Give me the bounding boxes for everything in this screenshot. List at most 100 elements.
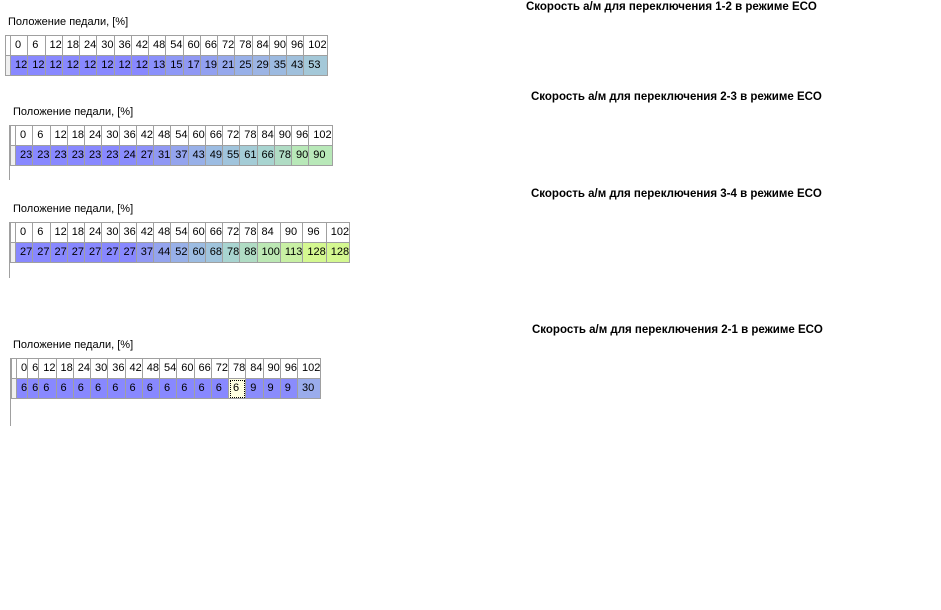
column-header-cell[interactable]: 54 bbox=[165, 35, 184, 56]
value-cell[interactable]: 6 bbox=[141, 378, 161, 399]
value-cell[interactable]: 23 bbox=[101, 145, 120, 166]
value-cell[interactable]: 44 bbox=[152, 242, 172, 263]
value-cell[interactable]: 31 bbox=[152, 145, 172, 166]
value-cell[interactable]: 27 bbox=[66, 242, 86, 263]
column-header-cell[interactable]: 0 bbox=[15, 358, 29, 379]
column-header-cell[interactable]: 84 bbox=[251, 35, 270, 56]
value-cell[interactable]: 78 bbox=[221, 242, 241, 263]
value-cell[interactable]: 6 bbox=[89, 378, 109, 399]
column-header-cell[interactable]: 66 bbox=[204, 222, 224, 243]
value-cell[interactable]: 6 bbox=[227, 378, 247, 399]
column-header-cell[interactable]: 12 bbox=[38, 358, 57, 379]
column-header-cell[interactable]: 90 bbox=[279, 222, 304, 243]
value-cell[interactable]: 68 bbox=[204, 242, 224, 263]
value-cell[interactable]: 52 bbox=[170, 242, 189, 263]
value-cell[interactable]: 128 bbox=[325, 242, 351, 263]
value-cell[interactable]: 128 bbox=[302, 242, 327, 263]
value-cell[interactable]: 12 bbox=[27, 55, 46, 76]
column-header-cell[interactable]: 42 bbox=[135, 222, 155, 243]
value-cell[interactable]: 6 bbox=[72, 378, 92, 399]
value-cell[interactable]: 78 bbox=[273, 145, 293, 166]
value-cell[interactable]: 113 bbox=[279, 242, 304, 263]
value-cell[interactable]: 27 bbox=[118, 242, 137, 263]
column-header-cell[interactable]: 6 bbox=[27, 358, 40, 379]
value-cell[interactable]: 90 bbox=[290, 145, 310, 166]
column-header-cell[interactable]: 96 bbox=[285, 35, 305, 56]
column-header-cell[interactable]: 18 bbox=[55, 358, 74, 379]
column-header-cell[interactable]: 72 bbox=[216, 35, 236, 56]
value-cell[interactable]: 12 bbox=[61, 55, 81, 76]
column-header-cell[interactable]: 84 bbox=[256, 222, 281, 243]
value-cell[interactable]: 23 bbox=[49, 145, 68, 166]
column-header-cell[interactable]: 60 bbox=[187, 125, 206, 146]
value-cell[interactable]: 17 bbox=[182, 55, 201, 76]
column-header-cell[interactable]: 78 bbox=[239, 125, 258, 146]
column-header-cell[interactable]: 78 bbox=[239, 222, 258, 243]
column-header-cell[interactable]: 36 bbox=[118, 125, 137, 146]
column-header-cell[interactable]: 18 bbox=[61, 35, 81, 56]
value-cell[interactable]: 6 bbox=[176, 378, 195, 399]
column-header-cell[interactable]: 102 bbox=[303, 35, 328, 56]
column-header-cell[interactable]: 48 bbox=[152, 125, 172, 146]
column-header-cell[interactable]: 60 bbox=[187, 222, 206, 243]
value-cell[interactable]: 35 bbox=[268, 55, 288, 76]
column-header-cell[interactable]: 6 bbox=[27, 35, 46, 56]
value-cell[interactable]: 23 bbox=[32, 145, 51, 166]
value-cell[interactable]: 43 bbox=[187, 145, 206, 166]
column-header-cell[interactable]: 18 bbox=[66, 125, 86, 146]
column-header-cell[interactable]: 0 bbox=[14, 125, 34, 146]
column-header-cell[interactable]: 42 bbox=[124, 358, 143, 379]
column-header-cell[interactable]: 6 bbox=[32, 222, 51, 243]
value-cell[interactable]: 6 bbox=[15, 378, 29, 399]
column-header-cell[interactable]: 42 bbox=[135, 125, 155, 146]
value-cell[interactable]: 21 bbox=[216, 55, 236, 76]
value-cell[interactable]: 53 bbox=[303, 55, 328, 76]
column-header-cell[interactable]: 30 bbox=[89, 358, 109, 379]
column-header-cell[interactable]: 6 bbox=[32, 125, 51, 146]
value-cell[interactable]: 27 bbox=[49, 242, 68, 263]
value-cell[interactable]: 25 bbox=[234, 55, 253, 76]
value-cell[interactable]: 12 bbox=[130, 55, 150, 76]
value-cell[interactable]: 19 bbox=[199, 55, 219, 76]
value-cell[interactable]: 12 bbox=[44, 55, 63, 76]
value-cell[interactable]: 6 bbox=[124, 378, 143, 399]
column-header-cell[interactable]: 66 bbox=[193, 358, 212, 379]
column-header-cell[interactable]: 12 bbox=[49, 222, 68, 243]
value-cell[interactable]: 37 bbox=[135, 242, 155, 263]
column-header-cell[interactable]: 60 bbox=[176, 358, 195, 379]
value-cell[interactable]: 6 bbox=[193, 378, 212, 399]
value-cell[interactable]: 100 bbox=[256, 242, 281, 263]
column-header-cell[interactable]: 96 bbox=[279, 358, 299, 379]
column-header-cell[interactable]: 102 bbox=[296, 358, 322, 379]
value-cell[interactable]: 6 bbox=[158, 378, 178, 399]
column-header-cell[interactable]: 48 bbox=[147, 35, 167, 56]
value-cell[interactable]: 27 bbox=[83, 242, 103, 263]
column-header-cell[interactable]: 78 bbox=[234, 35, 253, 56]
value-cell[interactable]: 9 bbox=[262, 378, 281, 399]
column-header-cell[interactable]: 90 bbox=[262, 358, 281, 379]
column-header-cell[interactable]: 36 bbox=[113, 35, 132, 56]
column-header-cell[interactable]: 24 bbox=[78, 35, 98, 56]
value-cell[interactable]: 13 bbox=[147, 55, 167, 76]
column-header-cell[interactable]: 30 bbox=[96, 35, 115, 56]
column-header-cell[interactable]: 72 bbox=[221, 222, 241, 243]
shift-grid-2-3[interactable]: 0 6 12 18 24 30 36 42 48 54 60 66 72 78 84 90 96 102 23 23 2… bbox=[10, 125, 333, 166]
column-header-cell[interactable]: 24 bbox=[83, 222, 103, 243]
column-header-cell[interactable]: 90 bbox=[273, 125, 293, 146]
column-header-cell[interactable]: 66 bbox=[204, 125, 224, 146]
column-header-cell[interactable]: 96 bbox=[302, 222, 327, 243]
value-cell[interactable]: 12 bbox=[9, 55, 29, 76]
value-cell[interactable]: 23 bbox=[66, 145, 86, 166]
column-header-cell[interactable]: 24 bbox=[83, 125, 103, 146]
column-header-cell[interactable]: 60 bbox=[182, 35, 201, 56]
value-cell[interactable]: 27 bbox=[32, 242, 51, 263]
value-cell[interactable]: 37 bbox=[170, 145, 189, 166]
column-header-cell[interactable]: 54 bbox=[170, 222, 189, 243]
value-cell[interactable]: 23 bbox=[14, 145, 34, 166]
column-header-cell[interactable]: 36 bbox=[118, 222, 137, 243]
column-header-cell[interactable]: 54 bbox=[170, 125, 189, 146]
value-cell[interactable]: 27 bbox=[135, 145, 155, 166]
column-header-cell[interactable]: 102 bbox=[308, 125, 333, 146]
value-cell[interactable]: 6 bbox=[38, 378, 57, 399]
shift-grid-2-1[interactable]: 0 6 12 18 24 30 36 42 48 54 60 66 72 78 84 90 96 102 6 6 6 6 6… bbox=[11, 358, 322, 399]
